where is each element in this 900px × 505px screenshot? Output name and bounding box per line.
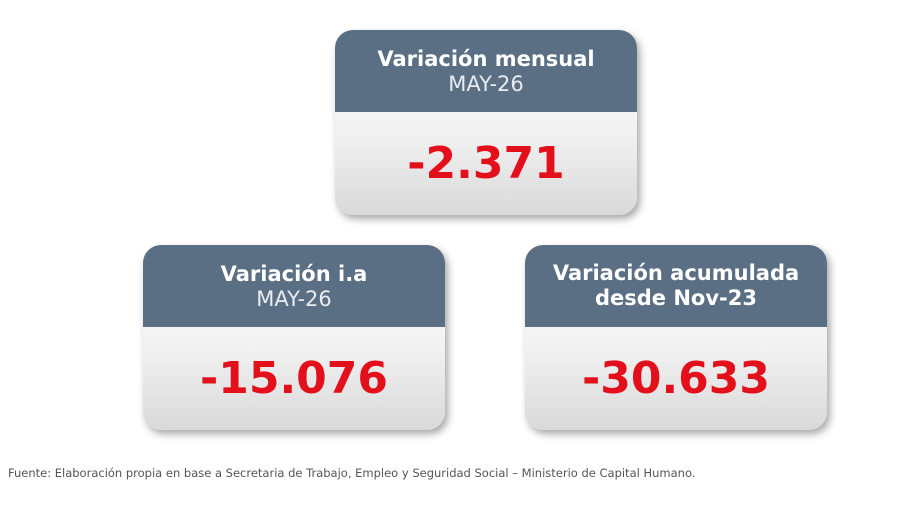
card-header: Variación i.a MAY-26 bbox=[143, 245, 445, 327]
card: Variación mensual MAY-26 -2.371 bbox=[335, 30, 637, 215]
card-value: -2.371 bbox=[407, 138, 565, 189]
footnote: Fuente: Elaboración propia en base a Sec… bbox=[8, 466, 696, 480]
card-header: Variación mensual MAY-26 bbox=[335, 30, 637, 112]
card-title: Variación acumulada desde Nov-23 bbox=[552, 261, 800, 310]
card: Variación acumulada desde Nov-23 -30.633 bbox=[525, 245, 827, 430]
card-subtitle: MAY-26 bbox=[256, 286, 332, 311]
card-title: Variación i.a bbox=[220, 261, 368, 286]
card-header: Variación acumulada desde Nov-23 bbox=[525, 245, 827, 327]
card-subtitle: MAY-26 bbox=[448, 71, 524, 96]
card-value: -30.633 bbox=[581, 353, 771, 404]
card: Variación i.a MAY-26 -15.076 bbox=[143, 245, 445, 430]
card-value: -15.076 bbox=[199, 353, 389, 404]
card-title: Variación mensual bbox=[377, 46, 595, 71]
